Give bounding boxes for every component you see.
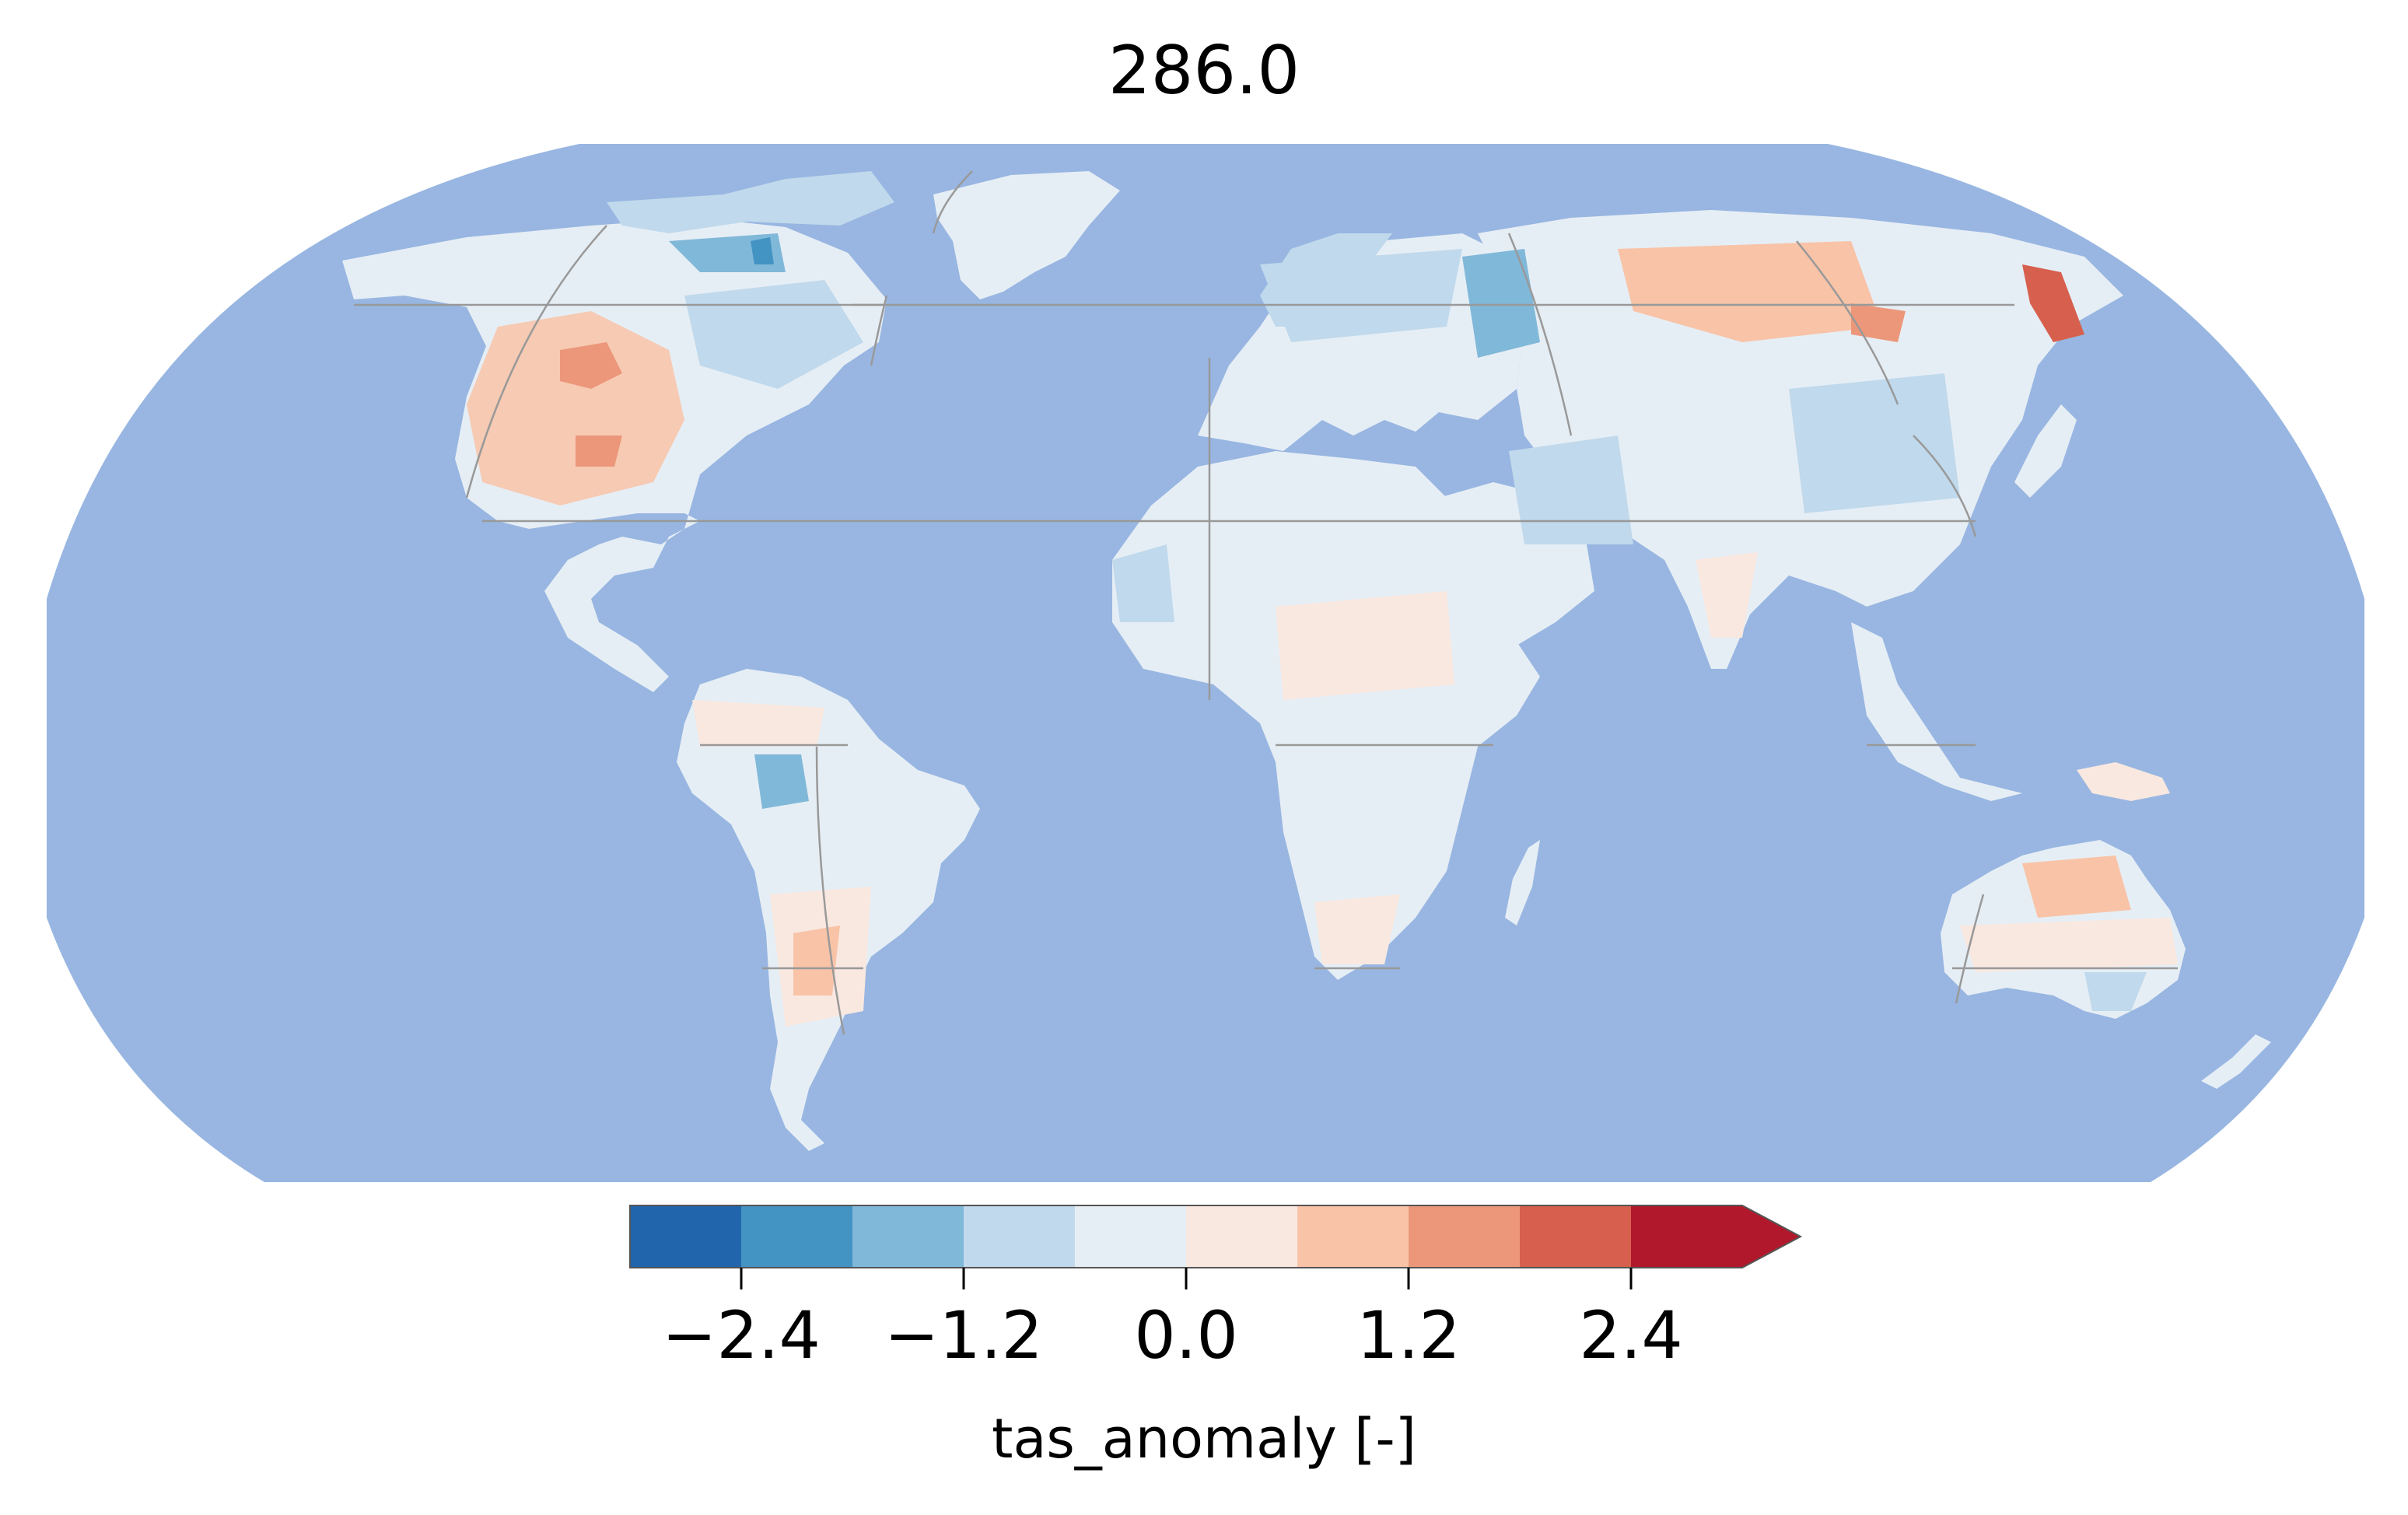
anomaly-patch — [1276, 591, 1454, 700]
colorbar-segment — [1297, 1205, 1409, 1268]
anomaly-patch — [1314, 894, 1400, 964]
colorbar-segment — [852, 1205, 964, 1268]
arctic-islands — [607, 171, 894, 233]
greenland — [933, 171, 1120, 299]
anomaly-patch — [1112, 544, 1174, 622]
japan — [2014, 404, 2077, 498]
anomaly-patch — [692, 700, 824, 747]
anomaly-patch — [1509, 436, 1633, 544]
madagascar — [1505, 840, 1540, 925]
colorbar-tick-label: 1.2 — [1356, 1297, 1461, 1373]
colorbar — [629, 1205, 1803, 1289]
longitude-line — [932, 170, 973, 234]
colorbar-extend-arrow — [1742, 1205, 1801, 1268]
colorbar-segment — [741, 1205, 853, 1268]
colorbar-outline — [629, 1205, 1803, 1268]
colorbar-segment — [964, 1205, 1076, 1268]
anomaly-patches — [467, 233, 2178, 1027]
anomaly-patch — [1696, 552, 1758, 638]
anomaly-patch — [560, 342, 622, 389]
anomaly-patch — [1851, 303, 1906, 342]
longitude-line — [1913, 435, 1977, 537]
anomaly-patch — [576, 436, 622, 467]
colorbar-label: tas_anomaly [-] — [992, 1407, 1416, 1471]
longitude-line — [815, 746, 845, 1035]
new-guinea — [2077, 762, 2170, 801]
colorbar-segment — [1520, 1205, 1632, 1268]
colorbar-segment — [630, 1205, 742, 1268]
new-zealand — [2201, 1034, 2271, 1089]
longitude-line — [1507, 233, 1573, 436]
colorbar-segment — [1631, 1205, 1743, 1268]
plot-title: 286.0 — [1108, 32, 1300, 110]
colorbar-tick-label: −1.2 — [884, 1297, 1043, 1373]
anomaly-patch — [684, 280, 863, 389]
anomaly-patch — [1462, 249, 1540, 358]
anomaly-patch — [1960, 918, 2178, 972]
anomaly-patch — [751, 237, 774, 264]
longitude-line — [870, 295, 888, 366]
anomaly-patch — [1260, 249, 1462, 342]
anomaly-patch — [1789, 373, 1960, 513]
longitude-line — [1796, 240, 1899, 405]
longitude-line — [1955, 894, 1985, 1004]
colorbar-tick-label: 0.0 — [1134, 1297, 1238, 1373]
colorbar-segment — [1075, 1205, 1187, 1268]
anomaly-patch — [467, 311, 684, 506]
colorbar-tick-label: 2.4 — [1579, 1297, 1683, 1373]
anomaly-patch — [793, 925, 840, 995]
anomaly-patch — [754, 754, 809, 809]
africa — [1112, 451, 1540, 980]
colorbar-segment — [1186, 1205, 1298, 1268]
colorbar-tick-label: −2.4 — [662, 1297, 821, 1373]
southeast-asia — [1851, 622, 2022, 801]
anomaly-patch — [2022, 264, 2084, 342]
anomaly-patch — [2084, 972, 2147, 1011]
gridlines — [354, 170, 2178, 1035]
anomaly-patch — [2022, 855, 2131, 918]
longitude-line — [465, 225, 607, 499]
colorbar-segment — [1409, 1205, 1521, 1268]
